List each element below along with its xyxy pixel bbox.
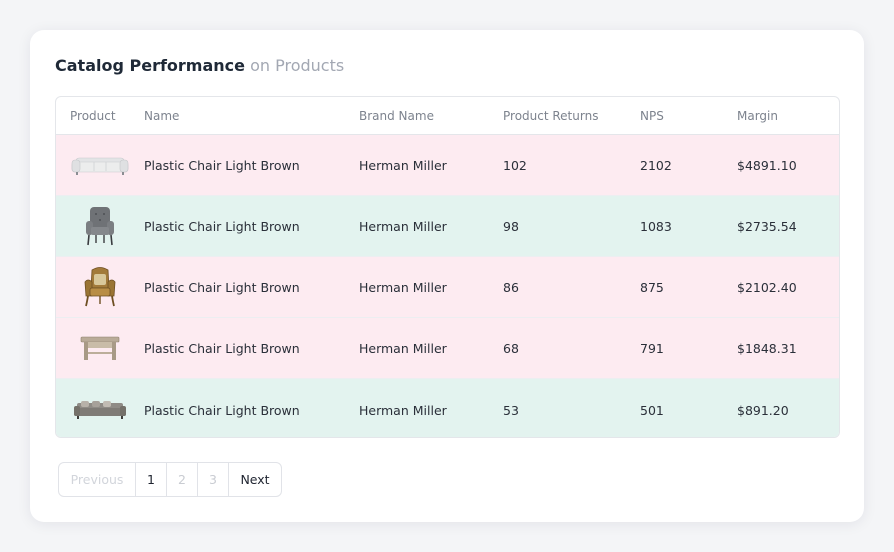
nps-value: 875 bbox=[640, 279, 664, 295]
nps-value: 791 bbox=[640, 340, 664, 356]
column-header-product-returns[interactable]: Product Returns bbox=[503, 108, 599, 123]
next-page-button[interactable]: Next bbox=[240, 472, 270, 487]
table-header: Product Name Brand Name Product Returns … bbox=[56, 97, 839, 135]
nps-value: 1083 bbox=[640, 218, 672, 234]
column-header-name[interactable]: Name bbox=[144, 108, 180, 123]
column-header-nps[interactable]: NPS bbox=[640, 108, 664, 123]
grey-armchair-icon bbox=[70, 204, 130, 248]
products-table: Product Name Brand Name Product Returns … bbox=[55, 96, 840, 438]
brand-name: Herman Miller bbox=[359, 402, 447, 418]
margin-value: $891.20 bbox=[737, 402, 789, 418]
pagination: Previous 1 2 3 Next bbox=[58, 462, 282, 497]
wooden-table-icon bbox=[70, 326, 130, 370]
margin-value: $2102.40 bbox=[737, 279, 797, 295]
product-returns: 86 bbox=[503, 279, 519, 295]
column-header-brand-name[interactable]: Brand Name bbox=[359, 108, 434, 123]
nps-value: 501 bbox=[640, 402, 664, 418]
white-sofa-icon bbox=[70, 143, 130, 187]
column-header-product[interactable]: Product bbox=[70, 108, 116, 123]
card-title-subtitle: on Products bbox=[250, 56, 345, 75]
brand-name: Herman Miller bbox=[359, 218, 447, 234]
column-header-margin[interactable]: Margin bbox=[737, 108, 778, 123]
table-row[interactable]: Plastic Chair Light Brown Herman Miller … bbox=[56, 318, 839, 379]
table-row[interactable]: Plastic Chair Light Brown Herman Miller … bbox=[56, 196, 839, 257]
margin-value: $2735.54 bbox=[737, 218, 797, 234]
product-name: Plastic Chair Light Brown bbox=[144, 402, 300, 418]
table-row[interactable]: Plastic Chair Light Brown Herman Miller … bbox=[56, 379, 839, 437]
table-row[interactable]: Plastic Chair Light Brown Herman Miller … bbox=[56, 257, 839, 318]
brand-name: Herman Miller bbox=[359, 340, 447, 356]
product-name: Plastic Chair Light Brown bbox=[144, 340, 300, 356]
page-2-button[interactable]: 2 bbox=[167, 463, 198, 496]
nps-value: 2102 bbox=[640, 157, 672, 173]
brand-name: Herman Miller bbox=[359, 157, 447, 173]
table-row[interactable]: Plastic Chair Light Brown Herman Miller … bbox=[56, 135, 839, 196]
catalog-performance-card: Catalog Performance on Products Product … bbox=[30, 30, 864, 522]
page-3-button[interactable]: 3 bbox=[198, 463, 229, 496]
grey-sofa-icon bbox=[70, 388, 130, 432]
card-title-main: Catalog Performance bbox=[55, 56, 245, 75]
product-returns: 68 bbox=[503, 340, 519, 356]
previous-page-button[interactable]: Previous bbox=[59, 463, 136, 496]
margin-value: $4891.10 bbox=[737, 157, 797, 173]
product-name: Plastic Chair Light Brown bbox=[144, 218, 300, 234]
brand-name: Herman Miller bbox=[359, 279, 447, 295]
page-1-button[interactable]: 1 bbox=[136, 463, 167, 496]
card-title: Catalog Performance on Products bbox=[55, 56, 344, 75]
antique-armchair-icon bbox=[70, 265, 130, 309]
product-returns: 98 bbox=[503, 218, 519, 234]
product-returns: 102 bbox=[503, 157, 527, 173]
margin-value: $1848.31 bbox=[737, 340, 797, 356]
product-name: Plastic Chair Light Brown bbox=[144, 157, 300, 173]
product-name: Plastic Chair Light Brown bbox=[144, 279, 300, 295]
product-returns: 53 bbox=[503, 402, 519, 418]
